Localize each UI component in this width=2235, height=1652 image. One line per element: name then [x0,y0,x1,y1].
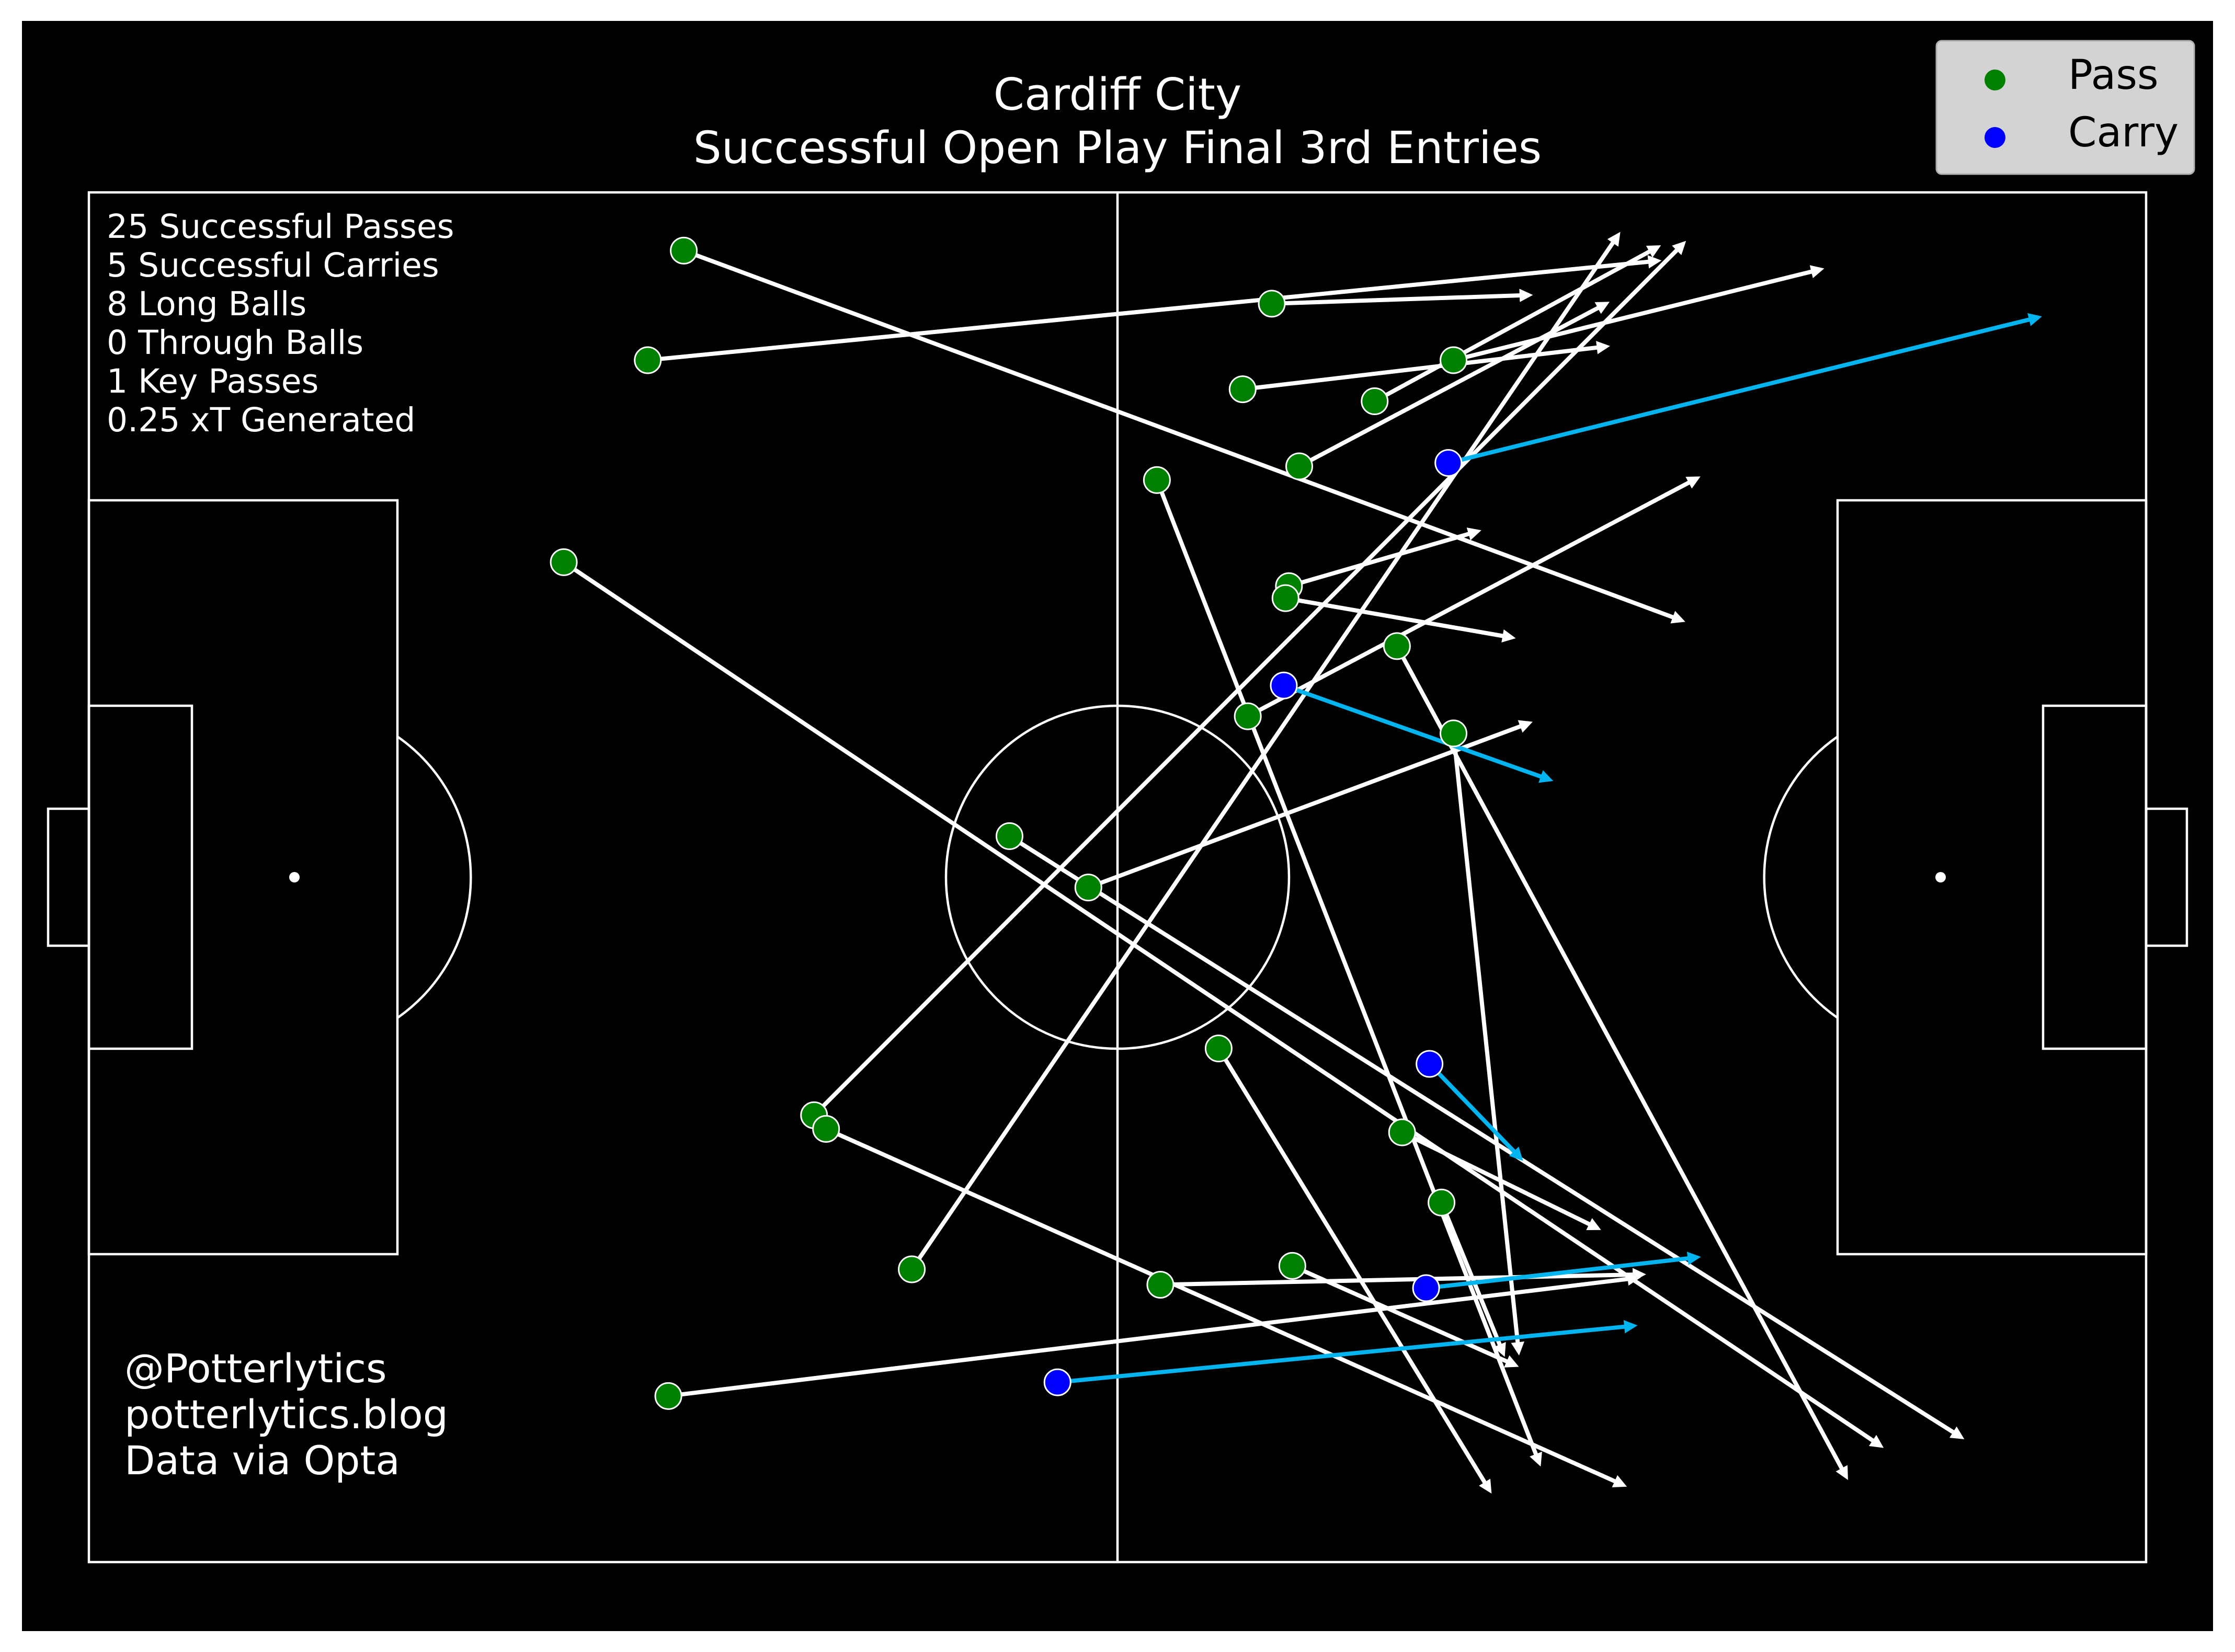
stat-line: 0.25 xT Generated [107,401,415,439]
pass-start-marker [1271,584,1299,612]
pass-start-marker [550,548,578,576]
legend-pass-marker [1985,70,2005,90]
pass-start-marker [1285,452,1314,480]
carry-arrow [1426,1252,1701,1290]
carry-start-marker [1043,1368,1071,1396]
credit-source: Data via Opta [124,1437,400,1484]
arrows-layer [562,232,2042,1494]
pass-start-marker [1204,1035,1233,1062]
pass-start-marker [1383,632,1411,660]
pitch-markings [47,191,2188,1564]
stat-line: 0 Through Balls [107,324,363,362]
pass-start-marker [1440,719,1468,748]
pass-arrow [1008,834,1965,1440]
right-penalty-spot [1935,872,1946,882]
pass-start-marker [1258,290,1286,318]
carry-start-marker [1434,449,1463,477]
carry-arrow [1447,313,2042,465]
pass-arrow [562,560,1884,1448]
pass-arrow [812,240,1686,1117]
pass-start-marker [654,1382,682,1410]
pass-start-marker [1234,702,1262,730]
stats-block: 25 Successful Passes 5 Successful Carrie… [107,208,454,439]
pass-arrow [910,232,1621,1271]
stat-line: 5 Successful Carries [107,246,439,284]
pass-start-marker [1278,1252,1306,1280]
pass-arrow [668,1272,1641,1398]
pass-arrow [1087,720,1533,890]
carry-start-marker [1270,671,1298,699]
pass-arrow [1271,289,1533,306]
pass-start-marker [670,236,698,265]
pass-start-marker [898,1255,926,1283]
pass-start-marker [1146,1270,1174,1299]
pass-start-marker [1428,1188,1456,1217]
pass-arrow [1453,265,1825,362]
credits-block: @Potterlytics potterlytics.blog Data via… [124,1345,448,1484]
legend-carry-label: Carry [2068,109,2179,156]
legend-carry-marker [1985,127,2005,148]
pass-start-marker [634,346,662,374]
stat-line: 1 Key Passes [107,362,318,400]
legend: Pass Carry [1935,40,2195,175]
credit-handle: @Potterlytics [124,1345,387,1392]
pass-arrow [1247,476,1701,718]
carry-arrow [1283,683,1554,783]
pass-arrow [825,1127,1627,1488]
stat-line: 8 Long Balls [107,285,306,323]
pass-arrow [1373,245,1661,404]
pass-start-marker [995,822,1023,850]
pass-arrow [1160,1268,1646,1287]
pass-arrow [1401,1130,1601,1230]
pass-start-marker [1074,874,1102,902]
pass-start-marker [1143,466,1171,494]
pass-start-marker [1440,346,1468,374]
pass-start-marker [1388,1118,1416,1146]
stat-line: 25 Successful Passes [107,208,454,246]
markers-layer [550,236,1468,1410]
centre-circle [944,704,1291,1050]
credit-site: potterlytics.blog [124,1391,448,1438]
carry-start-marker [1412,1274,1440,1302]
pass-start-marker [812,1115,840,1143]
left-penalty-arc [396,736,472,1019]
pass-arrow [1288,527,1481,589]
pass-start-marker [1361,387,1389,416]
pass-start-marker [1228,375,1257,404]
pass-arrow [1395,645,1848,1481]
pass-arrow [1451,733,1524,1356]
chart-title-line1: Cardiff City [994,69,1242,121]
left-goal [47,807,90,947]
pass-arrow [683,248,1685,624]
left-penalty-spot [289,872,300,882]
pass-arrow [647,255,1662,362]
chart-title-line2: Successful Open Play Final 3rd Entries [693,122,1542,174]
carry-arrow [1057,1320,1638,1385]
carry-start-marker [1416,1050,1444,1078]
carry-arrow [1428,1062,1523,1161]
pass-arrow [1242,341,1610,392]
legend-pass-label: Pass [2068,52,2159,99]
pass-arrow [1217,1047,1492,1494]
right-penalty-arc [1763,736,1839,1019]
right-goal [2145,807,2188,947]
